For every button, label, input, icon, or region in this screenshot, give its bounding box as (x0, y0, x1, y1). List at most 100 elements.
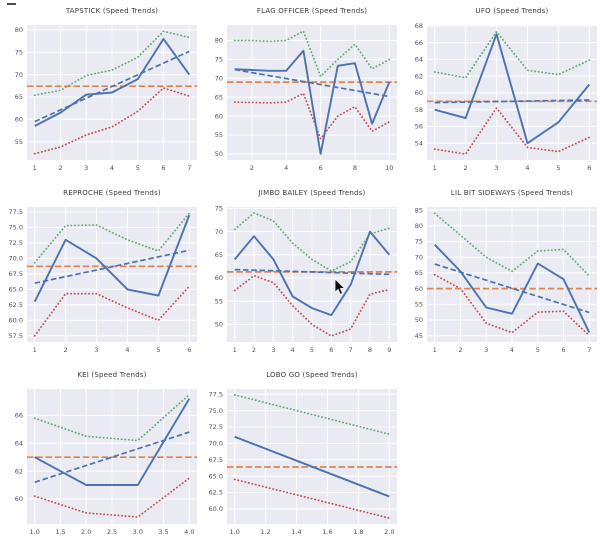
x-tick-label: 1.0 (30, 528, 40, 536)
x-tick-label: 1 (33, 346, 37, 354)
x-tick-label: 1.5 (55, 528, 65, 536)
y-tick-label: 70 (215, 228, 223, 236)
y-tick-label: 45 (415, 332, 423, 340)
y-tick-label: 60.0 (209, 505, 223, 513)
chart-cell-reproche: 1 2 3 4 5 6 57.5 60.0 62.5 65.0 67.5 70.0 72.5 75.0 77… (0, 182, 200, 364)
x-tick-label: 1.0 (230, 528, 240, 536)
x-tick-label: 3 (484, 346, 488, 354)
y-tick-label: 65 (15, 93, 23, 101)
series-speed (34, 398, 191, 486)
y-tick-label: 67.5 (209, 456, 223, 464)
y-tick-label: 75 (15, 49, 23, 57)
chart-cell-ufo: 1 2 3 4 5 6 54 56 58 60 62 64 66 68 UFO (Speed Trends… (400, 0, 600, 182)
plot-area (227, 389, 397, 524)
y-tick-label: 64 (15, 440, 23, 448)
y-tick-label: 65 (215, 251, 223, 259)
x-tick-label: 2 (464, 164, 468, 172)
x-tick-label: 8 (353, 164, 357, 172)
x-tick-label: 1 (433, 346, 437, 354)
x-tick-label: 7 (587, 346, 591, 354)
chart-title-lil-bit-sideways: LIL BIT SIDEWAYS (Speed Trends) (450, 189, 574, 197)
y-tick-label: 66 (15, 412, 23, 420)
y-tick-label: 77.5 (9, 208, 23, 216)
series-upper-bound (433, 30, 591, 79)
x-tick-label: 2.5 (107, 528, 117, 536)
chart-title-ufo: UFO (Speed Trends) (475, 7, 549, 15)
series-upper-bound (433, 212, 591, 277)
mouse-cursor (334, 279, 346, 295)
x-tick-label: 4.0 (184, 528, 194, 536)
y-tick-label: 72.5 (209, 423, 223, 431)
series-lower-bound (233, 274, 391, 337)
y-tick-label: 75.0 (209, 407, 223, 415)
y-tick-label: 75 (415, 238, 423, 246)
y-tick-label: 54 (415, 139, 423, 147)
y-tick-label: 65 (215, 93, 223, 101)
y-tick-label: 68 (415, 22, 423, 30)
x-tick-label: 1 (433, 164, 437, 172)
series-trend (434, 99, 590, 104)
x-tick-label: 1.4 (291, 528, 301, 536)
chart-title-lobo-go: LOBO GO (Speed Trends) (266, 371, 358, 379)
y-tick-label: 57.5 (9, 332, 23, 340)
stray-mark (7, 3, 16, 5)
x-tick-label: 5 (156, 346, 160, 354)
series-trend (234, 68, 390, 98)
x-tick-label: 4 (291, 346, 295, 354)
y-tick-label: 55 (215, 297, 223, 305)
y-tick-label: 60 (15, 495, 23, 503)
series-trend (234, 268, 390, 276)
y-tick-label: 55 (215, 131, 223, 139)
y-tick-label: 50 (415, 316, 423, 324)
y-tick-label: 60 (215, 112, 223, 120)
series-speed (434, 33, 591, 145)
y-tick-label: 70 (215, 75, 223, 83)
chart-cell-flag-officer: 2 4 6 8 10 50 55 60 65 70 75 80 FLAG OFFICER (Speed… (200, 0, 400, 182)
chart-title-tapstick: TAPSTICK (Speed Trends) (65, 7, 159, 15)
chart-cell-kei: 1.0 1.5 2.0 2.5 3.0 3.5 4.0 60 62 64 66 KEI (Speed… (0, 364, 200, 546)
x-tick-label: 3 (271, 346, 275, 354)
chart-title-jimbo-bailey: JIMBO BAILEY (Speed Trends) (258, 189, 366, 197)
series-lower-bound (33, 285, 191, 337)
y-tick-label: 70.0 (209, 440, 223, 448)
series-upper-bound (33, 30, 191, 97)
x-tick-label: 2.0 (384, 528, 394, 536)
chart-plot-jimbo-bailey: 1 2 3 4 5 6 7 8 9 50 55 60 65 70 75 (215, 205, 397, 354)
x-tick-label: 2 (58, 164, 62, 172)
y-tick-label: 55 (415, 301, 423, 309)
series-lower-bound (33, 87, 191, 155)
x-tick-label: 7 (349, 346, 353, 354)
y-tick-label: 60 (415, 89, 423, 97)
chart-cell-lobo-go: 1.0 1.2 1.4 1.6 1.8 2.0 60.0 62.5 65.0 67.5 70.0 72… (200, 364, 400, 546)
y-tick-label: 62.5 (9, 301, 23, 309)
y-tick-label: 60 (15, 116, 23, 124)
chart-cell-lil-bit-sideways: 1 2 3 4 5 6 7 45 50 55 60 65 70 75 80 85 LIL BIT SIDEWA… (400, 182, 600, 364)
chart-plot-tapstick: 1 2 3 4 5 6 7 55 60 65 70 75 80 (15, 25, 197, 172)
x-tick-label: 10 (385, 164, 393, 172)
empty-cell (400, 364, 600, 546)
chart-title-flag-officer: FLAG OFFICER (Speed Trends) (256, 7, 368, 15)
y-tick-label: 64 (415, 56, 423, 64)
y-tick-label: 50 (215, 150, 223, 158)
x-tick-label: 3 (94, 346, 98, 354)
y-tick-label: 75 (215, 56, 223, 64)
x-tick-label: 1.6 (322, 528, 332, 536)
series-lower-bound (33, 477, 191, 518)
y-tick-label: 60 (215, 274, 223, 282)
x-tick-label: 6 (319, 164, 323, 172)
x-tick-label: 2 (458, 346, 462, 354)
x-tick-label: 3 (494, 164, 498, 172)
y-tick-label: 80 (15, 26, 23, 34)
x-tick-label: 5 (536, 346, 540, 354)
series-speed (34, 37, 191, 127)
y-tick-label: 72.5 (9, 239, 23, 247)
x-tick-label: 4 (284, 164, 288, 172)
x-tick-label: 6 (587, 164, 591, 172)
x-tick-label: 4 (525, 164, 529, 172)
x-tick-label: 4 (125, 346, 129, 354)
y-tick-label: 75.0 (9, 224, 23, 232)
y-tick-label: 62.5 (209, 489, 223, 497)
y-tick-label: 65.0 (209, 472, 223, 480)
